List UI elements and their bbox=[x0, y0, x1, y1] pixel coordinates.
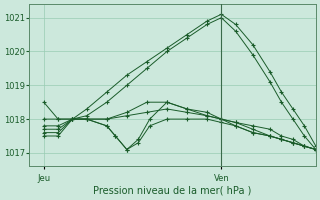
X-axis label: Pression niveau de la mer( hPa ): Pression niveau de la mer( hPa ) bbox=[93, 186, 252, 196]
